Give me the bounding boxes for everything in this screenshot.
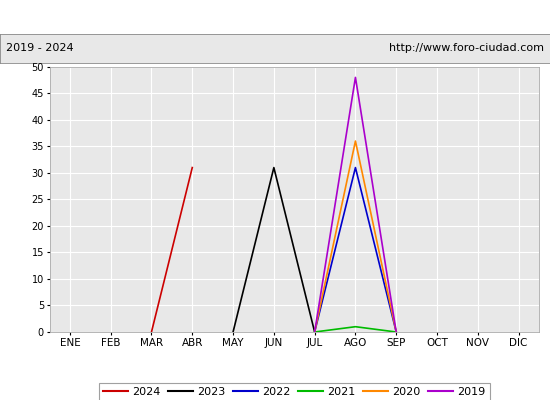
Text: Evolucion Nº Turistas Extranjeros en el municipio de Gavilanes: Evolucion Nº Turistas Extranjeros en el … bbox=[40, 10, 510, 24]
Legend: 2024, 2023, 2022, 2021, 2020, 2019: 2024, 2023, 2022, 2021, 2020, 2019 bbox=[99, 383, 490, 400]
Text: 2019 - 2024: 2019 - 2024 bbox=[6, 43, 73, 53]
Text: http://www.foro-ciudad.com: http://www.foro-ciudad.com bbox=[389, 43, 544, 53]
